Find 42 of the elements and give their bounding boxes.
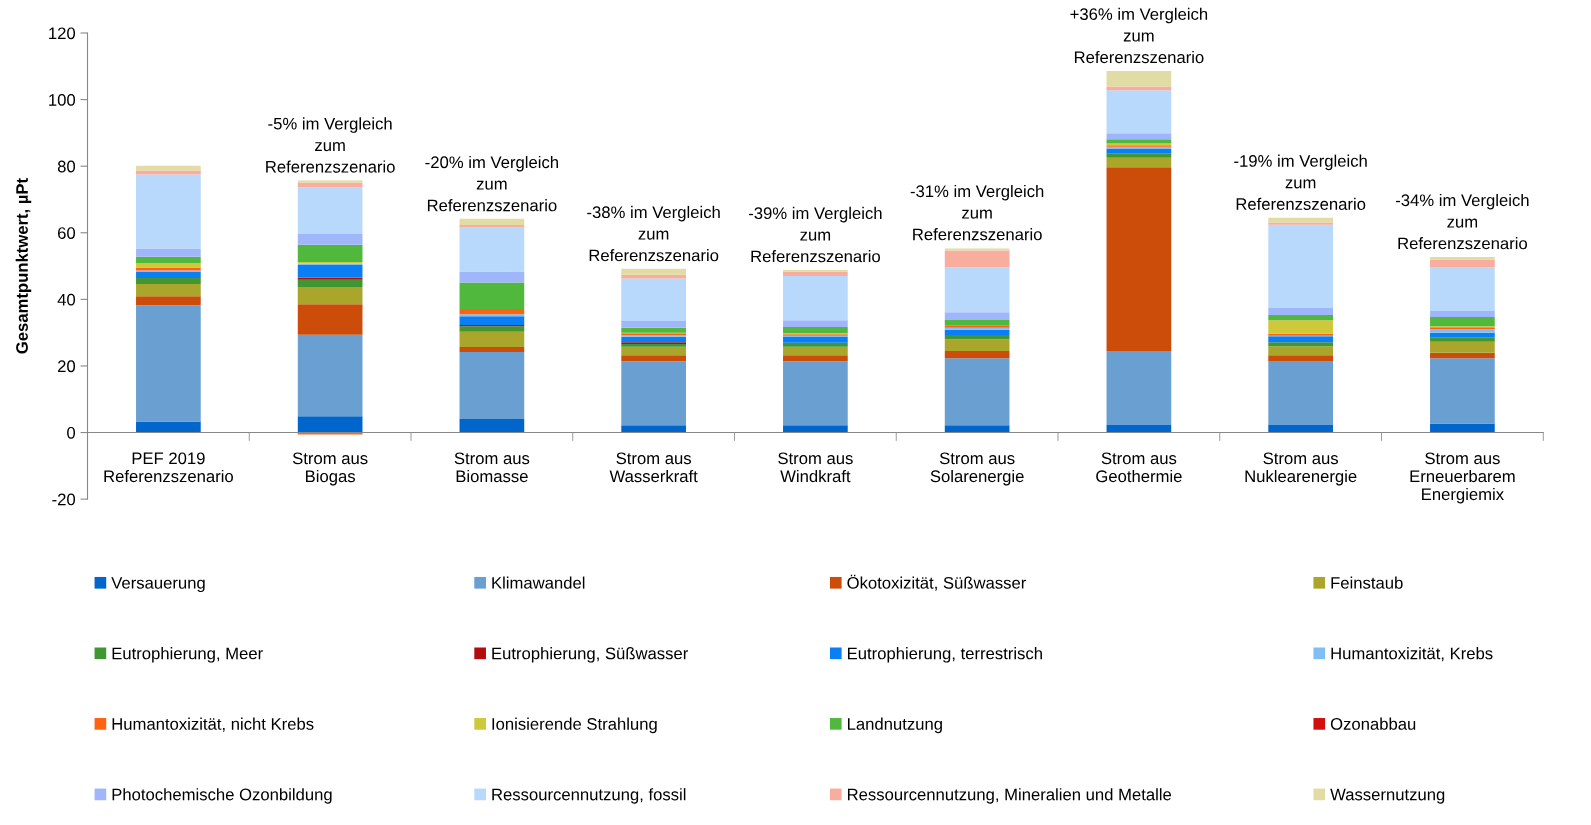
annotation: -38% im Vergleich zum Referenzszenario bbox=[587, 205, 720, 262]
legend-label: Photochemische Ozonbildung bbox=[112, 788, 332, 804]
y-tick-label: 40 bbox=[57, 293, 76, 306]
annotation: -31% im Vergleich zum Referenzszenario bbox=[910, 184, 1044, 241]
legend-label: Klimawandel bbox=[492, 576, 585, 589]
legend-label: Ressourcennutzung, Mineralien und Metalle bbox=[847, 788, 1172, 804]
legend-label: Humantoxizität, Krebs bbox=[1331, 647, 1493, 662]
annotation: -39% im Vergleich zum Referenzszenario bbox=[748, 206, 882, 263]
legend-label: Ozonabbau bbox=[1330, 717, 1416, 730]
y-tick-label: 60 bbox=[58, 227, 76, 239]
x-tick-label: Strom aus Wasserkraft bbox=[609, 452, 698, 483]
y-tick-label: 20 bbox=[58, 360, 76, 373]
x-tick-label: PEF 2019 Referenzszenario bbox=[104, 452, 233, 483]
y-tick-label: 80 bbox=[57, 160, 76, 173]
legend-label: Eutrophierung, Süßwasser bbox=[492, 647, 689, 663]
x-tick-label: Strom aus Biogas bbox=[292, 452, 368, 486]
y-axis-title: Gesamtpunktwert, µPt bbox=[15, 178, 32, 354]
annotation: +36% im Vergleich zum Referenzszenario bbox=[1070, 7, 1208, 64]
x-tick-label: Strom aus Nuklearenergie bbox=[1245, 452, 1357, 486]
x-tick-label: Strom aus Erneuerbarem Energiemix bbox=[1410, 452, 1515, 504]
legend-label: Ressourcennutzung, fossil bbox=[492, 788, 686, 804]
legend-label: Wassernutzung bbox=[1330, 788, 1445, 804]
legend-label: Feinstaub bbox=[1331, 576, 1403, 589]
legend-label: Eutrophierung, terrestrisch bbox=[847, 647, 1042, 663]
y-tick-label: 120 bbox=[49, 27, 76, 40]
legend-label: Ökotoxizität, Süßwasser bbox=[847, 574, 1027, 591]
y-tick-label: 100 bbox=[49, 93, 76, 106]
x-tick-label: Strom aus Windkraft bbox=[778, 452, 853, 483]
legend-label: Versauerung bbox=[111, 577, 205, 593]
legend-label: Ionisierende Strahlung bbox=[492, 717, 657, 734]
annotation: -19% im Vergleich zum Referenzszenario bbox=[1234, 154, 1367, 210]
y-tick-label: -20 bbox=[52, 493, 76, 506]
legend-label: Landnutzung bbox=[847, 717, 942, 734]
y-tick-label: 0 bbox=[67, 426, 76, 439]
annotation: -20% im Vergleich zum Referenzszenario bbox=[425, 155, 558, 212]
x-tick-label: Strom aus Biomasse bbox=[454, 452, 530, 483]
annotation: -34% im Vergleich zum Referenzszenario bbox=[1395, 193, 1529, 250]
x-tick-label: Strom aus Geothermie bbox=[1096, 452, 1182, 483]
legend-label: Eutrophierung, Meer bbox=[112, 647, 263, 663]
x-tick-label: Strom aus Solarenergie bbox=[930, 452, 1024, 486]
legend-label: Humantoxizität, nicht Krebs bbox=[112, 717, 314, 732]
annotation: -5% im Vergleich zum Referenzszenario bbox=[266, 117, 395, 173]
